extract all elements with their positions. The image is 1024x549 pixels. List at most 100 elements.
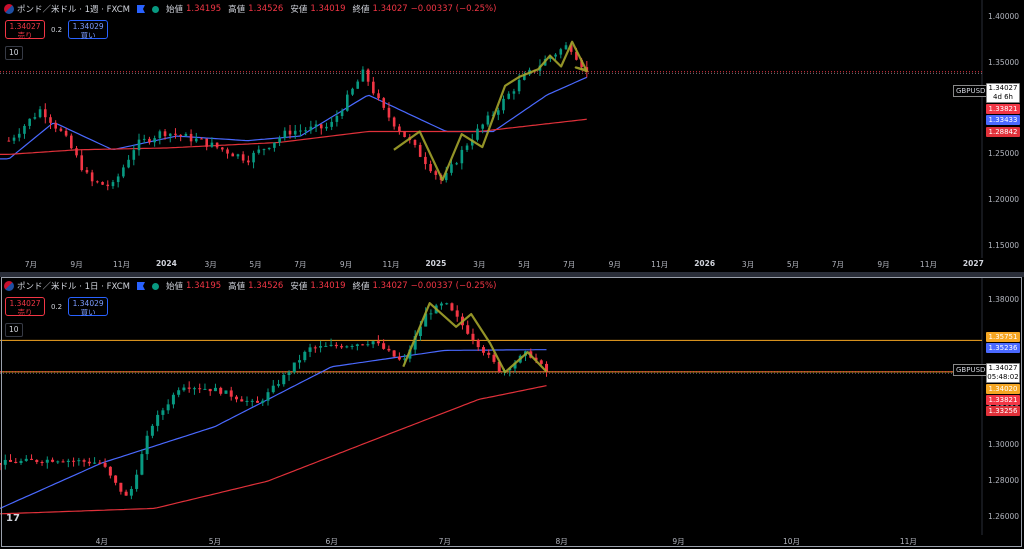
candle-body bbox=[351, 88, 354, 95]
candle bbox=[460, 146, 464, 170]
time-axis-label: 8月 bbox=[555, 537, 568, 546]
candle bbox=[148, 136, 151, 145]
candle-body bbox=[334, 344, 338, 347]
candle-body bbox=[142, 138, 146, 140]
candle bbox=[392, 116, 396, 130]
candle bbox=[398, 123, 401, 135]
candle-body bbox=[140, 454, 144, 475]
weekly-ma-fast-tag: 1.33433 bbox=[986, 115, 1020, 125]
candle bbox=[330, 116, 333, 131]
candle-body bbox=[513, 362, 517, 369]
price-axis-label: 1.35000 bbox=[988, 57, 1020, 67]
daily-title[interactable]: ポンド／米ドル · 1日 · FXCM bbox=[17, 282, 130, 292]
candle-body bbox=[319, 124, 323, 129]
candle bbox=[392, 350, 396, 358]
candle-body bbox=[460, 149, 464, 164]
candle-body bbox=[108, 466, 112, 476]
candle-body bbox=[70, 135, 73, 149]
candle bbox=[213, 383, 217, 392]
candle bbox=[140, 449, 144, 476]
candle bbox=[28, 118, 31, 130]
candle bbox=[278, 135, 281, 147]
candle-body bbox=[361, 344, 365, 346]
time-axis-label: 7月 bbox=[563, 260, 576, 269]
tradingview-logo[interactable]: 17 bbox=[6, 513, 20, 524]
candle-body bbox=[575, 51, 578, 60]
candle bbox=[345, 345, 349, 349]
lot-size-input[interactable]: 10 bbox=[5, 46, 23, 60]
candle-body bbox=[256, 400, 260, 403]
candle bbox=[111, 179, 115, 189]
flag-icon[interactable] bbox=[136, 282, 145, 290]
buy-label: 買い bbox=[80, 31, 96, 40]
candle-body bbox=[545, 363, 549, 372]
candle-body bbox=[387, 348, 391, 351]
close-value: 1.34027 bbox=[372, 4, 408, 14]
candle bbox=[103, 458, 107, 469]
open-value: 1.34195 bbox=[186, 281, 222, 291]
candle bbox=[250, 398, 254, 407]
weekly-legend: ポンド／米ドル · 1週 · FXCM 始値 1.34195 高値 1.34526 … bbox=[4, 3, 496, 15]
candle-body bbox=[210, 142, 214, 147]
daily-resistance-tag: 1.35751 bbox=[986, 332, 1020, 342]
sell-button[interactable]: 1.34027 売り bbox=[5, 297, 45, 317]
candle bbox=[116, 173, 120, 188]
time-axis-label: 9月 bbox=[608, 260, 621, 269]
candle-body bbox=[292, 362, 296, 373]
candle bbox=[129, 486, 133, 500]
pane-divider[interactable] bbox=[0, 272, 1024, 277]
candle-body bbox=[40, 462, 44, 464]
weekly-bid-tag: 1.33821 bbox=[986, 104, 1020, 114]
candle-body bbox=[283, 130, 287, 139]
candle-body bbox=[273, 142, 276, 148]
candle-body bbox=[382, 98, 386, 108]
candle bbox=[127, 155, 130, 169]
candle bbox=[512, 88, 516, 100]
candle-body bbox=[198, 388, 202, 390]
candle bbox=[205, 138, 209, 151]
candle-body bbox=[96, 181, 99, 183]
candle-body bbox=[450, 303, 454, 311]
daily-chart-pane[interactable]: ポンド／米ドル · 1日 · FXCM 始値 1.34195 高値 1.34526 … bbox=[0, 277, 1024, 549]
low-value: 1.34019 bbox=[310, 281, 346, 291]
daily-chart-canvas[interactable] bbox=[0, 277, 1024, 549]
candle-body bbox=[492, 354, 496, 362]
candle bbox=[70, 133, 73, 150]
candle-body bbox=[554, 54, 557, 57]
candle bbox=[98, 459, 102, 465]
flag-icon[interactable] bbox=[136, 5, 145, 13]
candle bbox=[184, 132, 188, 137]
candle bbox=[145, 430, 149, 461]
weekly-time-axis[interactable]: 7月 9月 11月 2024 3月 5月 7月 9月 11月 2025 3月 5月 7月 9月 11月 202… bbox=[0, 259, 984, 271]
time-axis-label: 2025 bbox=[425, 259, 447, 268]
open-label: 始値 bbox=[165, 5, 183, 15]
sell-button[interactable]: 1.34027 売り bbox=[5, 20, 45, 40]
buy-button[interactable]: 1.34029 買い bbox=[68, 297, 109, 317]
candle bbox=[299, 124, 302, 137]
candle bbox=[355, 343, 359, 351]
candle bbox=[171, 392, 175, 409]
candle bbox=[366, 340, 370, 347]
candle bbox=[282, 372, 286, 387]
weekly-title[interactable]: ポンド／米ドル · 1週 · FXCM bbox=[17, 5, 130, 15]
candle-body bbox=[23, 125, 26, 134]
candle-body bbox=[366, 344, 370, 346]
candle bbox=[19, 458, 23, 465]
weekly-chart-pane[interactable]: ポンド／米ドル · 1週 · FXCM 始値 1.34195 高値 1.34526 … bbox=[0, 0, 1024, 272]
time-axis-label: 5月 bbox=[249, 260, 262, 269]
candle-body bbox=[413, 139, 417, 145]
time-axis-label: 9月 bbox=[877, 260, 890, 269]
candle bbox=[418, 142, 422, 158]
buy-price: 1.34029 bbox=[72, 299, 104, 308]
candle-body bbox=[355, 344, 359, 347]
candle-body bbox=[403, 358, 407, 360]
candle bbox=[319, 340, 323, 353]
candle-body bbox=[17, 133, 21, 138]
buy-button[interactable]: 1.34029 買い bbox=[68, 20, 109, 40]
weekly-chart-canvas[interactable] bbox=[0, 0, 1024, 272]
candle bbox=[325, 122, 328, 131]
daily-time-axis[interactable]: 4月 5月 6月 7月 8月 9月 10月 11月 bbox=[0, 536, 980, 548]
candle bbox=[256, 396, 260, 403]
candle bbox=[413, 330, 417, 355]
lot-size-input[interactable]: 10 bbox=[5, 323, 23, 337]
